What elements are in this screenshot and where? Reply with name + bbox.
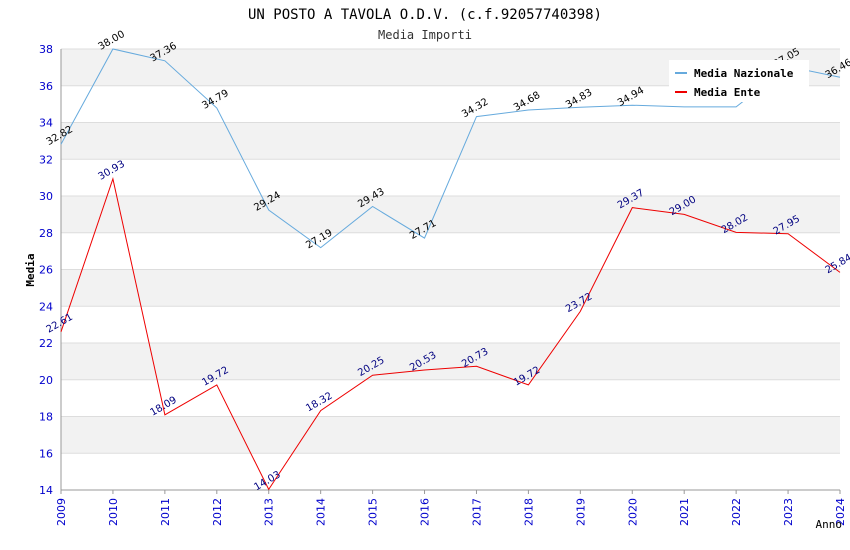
x-tick-label: 2010 [107, 498, 120, 526]
y-tick-label: 24 [39, 300, 53, 313]
grid-band [61, 416, 840, 454]
x-tick-labels: 2009 2010 2011 2012 2013 2014 2015 2016 2017 2018… [55, 498, 847, 526]
y-tick-label: 22 [39, 337, 53, 350]
grid-band [61, 343, 840, 380]
grid-band [61, 196, 840, 233]
axes [60, 49, 841, 494]
x-tick-label: 2024 [834, 498, 847, 526]
x-tick-label: 2014 [315, 498, 328, 526]
chart-subtitle: Media Importi [378, 28, 472, 42]
x-tick-label: 2017 [470, 498, 483, 526]
y-tick-label: 18 [39, 411, 53, 424]
y-tick-label: 16 [39, 447, 53, 460]
x-tick-label: 2023 [782, 498, 795, 526]
x-tick-label: 2009 [55, 498, 68, 526]
y-tick-label: 14 [39, 484, 53, 497]
series-line-media-ente [60, 177, 841, 491]
x-axis-label: Anno [816, 518, 843, 531]
legend-box [669, 60, 809, 102]
x-tick-label: 2020 [626, 498, 639, 526]
x-tick-label: 2011 [159, 498, 172, 526]
y-tick-label: 38 [39, 43, 53, 56]
grid-band [61, 379, 840, 417]
grid-band [61, 453, 840, 490]
y-tick-label: 28 [39, 227, 53, 240]
legend-label: Media Ente [694, 86, 761, 99]
x-tick-label: 2022 [730, 498, 743, 526]
x-tick-label: 2016 [419, 498, 432, 526]
grid-band [61, 306, 840, 343]
y-tick-labels: 14 16 18 20 22 24 26 28 30 32 34 36 38 [39, 43, 53, 497]
x-tick-label: 2015 [367, 498, 380, 526]
y-tick-label: 36 [39, 80, 53, 93]
plot-background [61, 49, 840, 490]
y-tick-label: 32 [39, 153, 53, 166]
x-tick-label: 2012 [211, 498, 224, 526]
y-tick-label: 20 [39, 374, 53, 387]
grid-band [61, 122, 840, 160]
x-tick-label: 2021 [678, 498, 691, 526]
chart-title: UN POSTO A TAVOLA O.D.V. (c.f.9205774039… [248, 7, 602, 23]
y-axis-label: Media [24, 253, 37, 286]
y-tick-label: 30 [39, 190, 53, 203]
grid-band [61, 269, 840, 307]
x-tick-label: 2018 [522, 498, 535, 526]
grid-band [61, 232, 840, 270]
series-lines [60, 48, 841, 491]
series-line-media-nazionale [60, 48, 841, 249]
y-tick-label: 26 [39, 264, 53, 277]
x-tick-label: 2013 [263, 498, 276, 526]
legend-label: Media Nazionale [694, 67, 794, 80]
legend: Media Nazionale Media Ente [669, 60, 809, 102]
y-tick-label: 34 [39, 117, 53, 130]
x-tick-label: 2019 [574, 498, 587, 526]
